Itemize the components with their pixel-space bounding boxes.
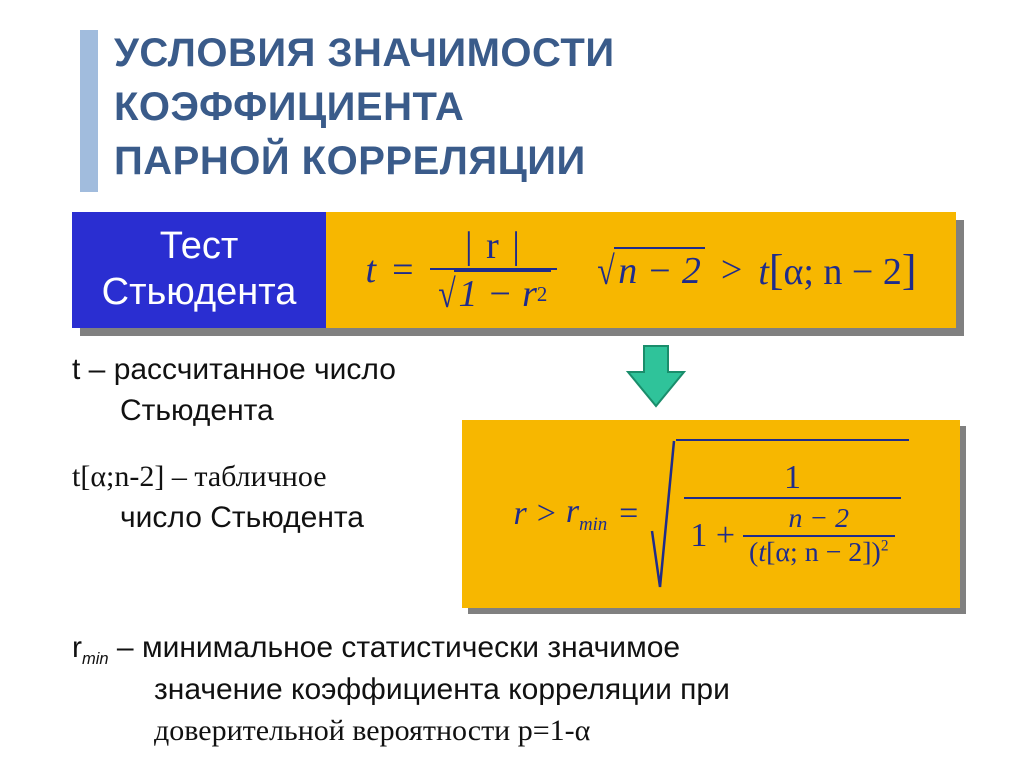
mult-radicand: n − 2 (614, 247, 705, 294)
inner-den-exp: 2 (881, 538, 889, 555)
rmin-formula: r > rmin = 1 1 + n − 2 (462, 420, 960, 608)
title-line-3: ПАРНОЙ КОРРЕЛЯЦИИ (114, 139, 586, 183)
inner-den-t: t (758, 537, 766, 568)
big-sqrt: 1 1 + n − 2 (t[α; n − 2])2 (650, 439, 908, 589)
rhs-args: α; n − 2 (783, 251, 901, 293)
rmin-definition: rmin – минимальное статистически значимо… (72, 628, 952, 751)
down-arrow-icon (620, 340, 692, 417)
rmin-lhs-r: r (513, 495, 526, 533)
inner-den-rparen: ) (872, 537, 881, 568)
sqrt-sign-icon: √ (438, 270, 456, 317)
def-t-table-line-1: t[α;n-2] – табличное (72, 460, 327, 493)
formula-eq: = (392, 248, 413, 292)
den-radicand: 1 − r (458, 272, 536, 316)
title-line-2: КОЭФФИЦИЕНТА (114, 85, 464, 129)
banner: Тест Стьюдента t = | r | √ 1 − r2 (72, 212, 956, 328)
rmin-def-line-2: значение коэффициента корреляции при (72, 670, 952, 711)
inner-den: (t[α; n − 2])2 (743, 535, 894, 569)
title-line-1: УСЛОВИЯ ЗНАЧИМОСТИ (114, 31, 615, 75)
banner-formula: t = | r | √ 1 − r2 √ (326, 212, 956, 328)
sqrt-denominator: √ 1 − r2 (436, 270, 552, 317)
def-t-line-2: Стьюдента (72, 391, 274, 432)
sqrt-multiplier: √ n − 2 (595, 247, 705, 294)
outer-frac: 1 1 + n − 2 (t[α; n − 2])2 (684, 459, 900, 573)
rmin-def-line-1: – минимальное статистически значимое (109, 631, 680, 664)
inner-frac: n − 2 (t[α; n − 2])2 (743, 503, 894, 569)
inner-den-lparen: ( (749, 537, 758, 568)
formula-lhs: t (366, 248, 377, 292)
big-sqrt-sign-icon (650, 439, 676, 589)
outer-num: 1 (778, 459, 807, 497)
rmin-formula-box: r > rmin = 1 1 + n − 2 (462, 420, 960, 608)
title-text: УСЛОВИЯ ЗНАЧИМОСТИ КОЭФФИЦИЕНТА ПАРНОЙ К… (72, 26, 615, 188)
def-t: t – рассчитанное число Стьюдента (72, 350, 472, 431)
def-t-table-line-2: число Стьюдента (72, 498, 364, 539)
rmin-eq: = (619, 495, 638, 533)
student-test-banner: Тест Стьюдента t = | r | √ 1 − r2 (72, 212, 956, 328)
fraction-numerator: | r | (459, 224, 528, 268)
rmin-sub: min (579, 513, 607, 534)
banner-label-line-1: Тест (72, 224, 326, 270)
formula-rhs: t[α; n − 2] (758, 245, 916, 295)
formula-gt: > (721, 248, 742, 292)
rhs-t: t (758, 251, 769, 293)
rmin-def-symbol: rmin (72, 631, 109, 664)
inner-den-args: α; n − 2 (775, 537, 862, 568)
den-oneplus: 1 + (690, 517, 735, 555)
def-t-line-1: t – рассчитанное число (72, 353, 396, 386)
slide-title: УСЛОВИЯ ЗНАЧИМОСТИ КОЭФФИЦИЕНТА ПАРНОЙ К… (72, 26, 615, 188)
den-exp: 2 (537, 282, 547, 307)
banner-label: Тест Стьюдента (72, 212, 326, 328)
rmin-gt: > (537, 495, 556, 533)
inner-num: n − 2 (782, 503, 855, 535)
rmin-r: rmin (566, 493, 607, 536)
fraction-denominator: √ 1 − r2 (430, 268, 558, 317)
outer-den: 1 + n − 2 (t[α; n − 2])2 (684, 497, 900, 573)
sqrt-body: 1 − r2 (454, 270, 551, 317)
formula-fraction: | r | √ 1 − r2 (430, 224, 558, 317)
def-t-table: t[α;n-2] – табличное число Стьюдента (72, 457, 472, 538)
banner-label-line-2: Стьюдента (72, 270, 326, 316)
big-sqrt-body: 1 1 + n − 2 (t[α; n − 2])2 (676, 439, 908, 589)
sqrt-sign-icon: √ (598, 247, 616, 294)
definitions: t – рассчитанное число Стьюдента t[α;n-2… (72, 350, 472, 564)
rmin-def-line-3: доверительной вероятности p=1-α (72, 711, 952, 752)
